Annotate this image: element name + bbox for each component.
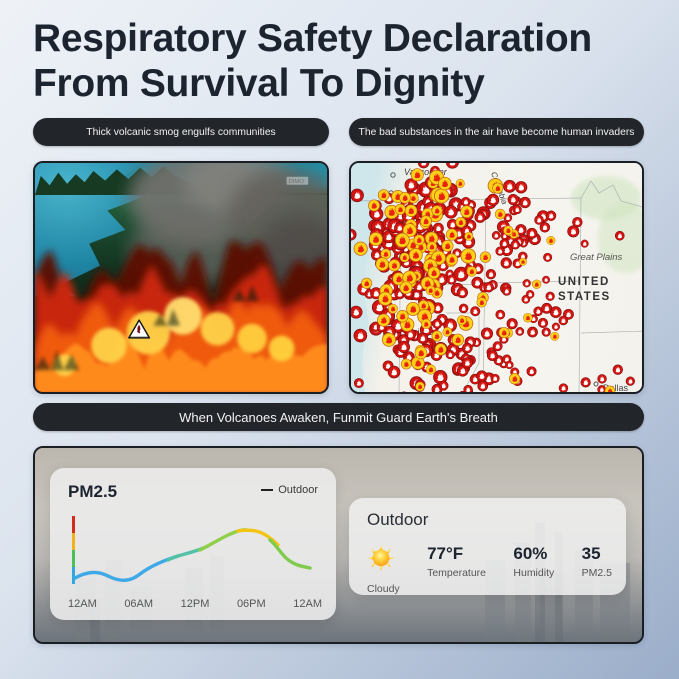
svg-text:STATES: STATES <box>558 291 611 303</box>
svg-text:DIMO: DIMO <box>289 179 305 185</box>
svg-text:Great Plains: Great Plains <box>570 252 623 263</box>
svg-text:UNITED: UNITED <box>558 276 610 288</box>
